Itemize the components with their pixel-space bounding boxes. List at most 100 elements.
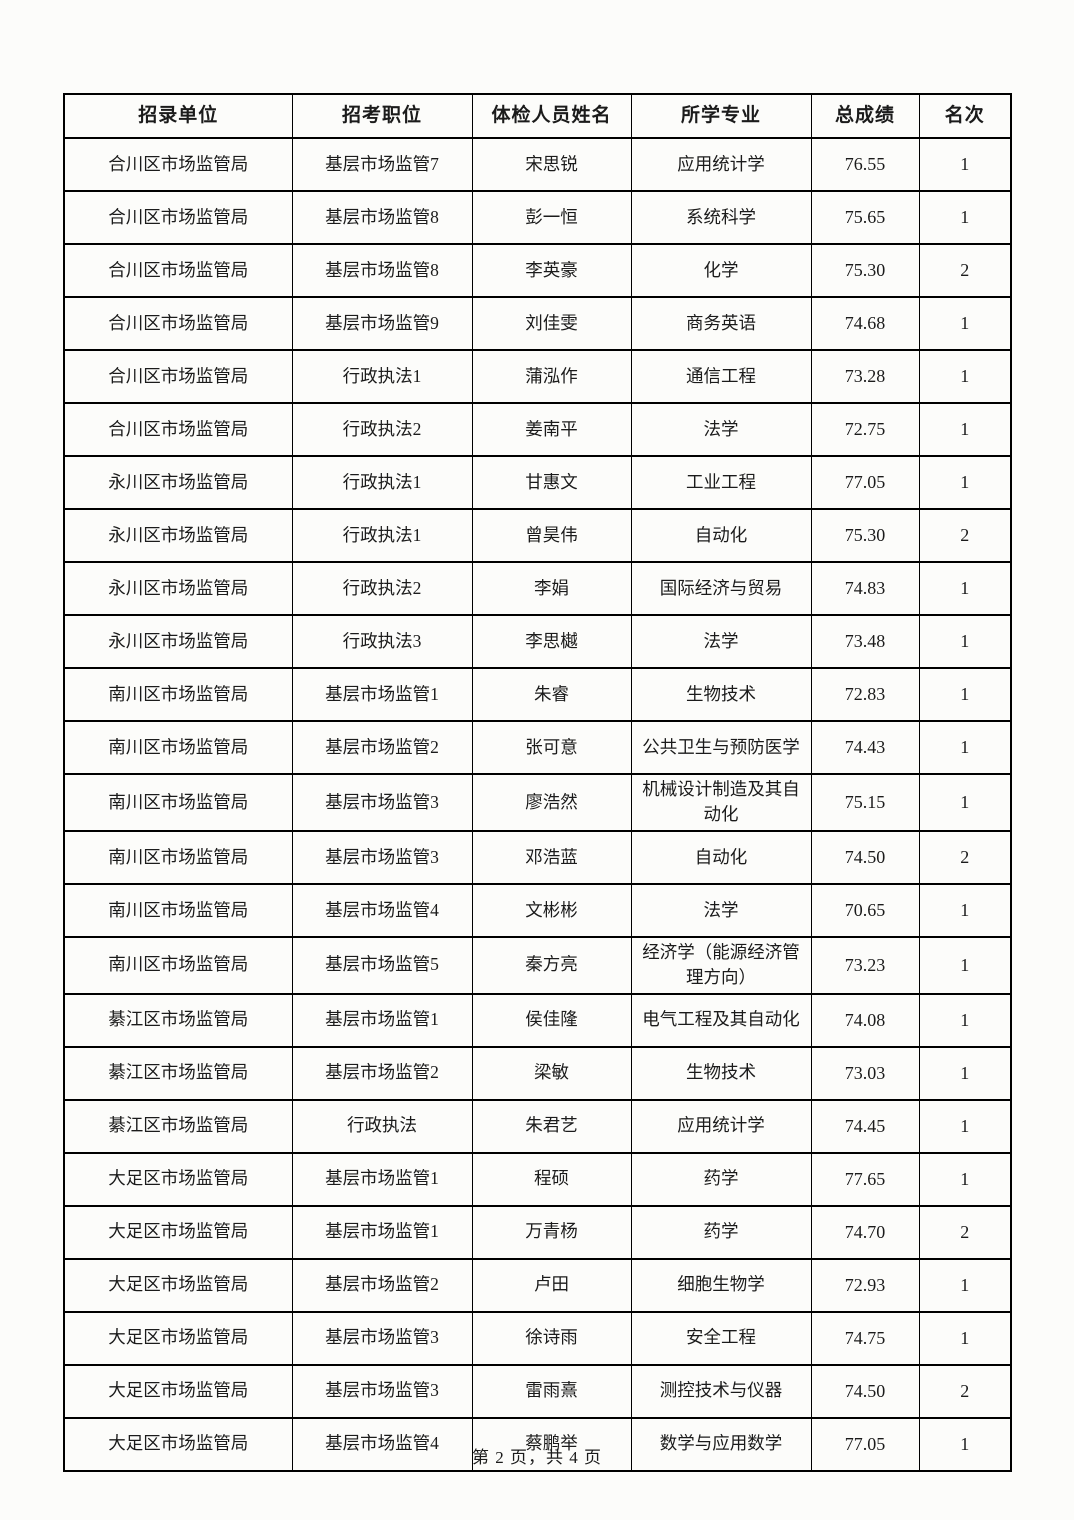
table-cell: 合川区市场监管局 <box>63 243 293 298</box>
table-cell: 77.65 <box>810 1151 920 1207</box>
table-cell: 2 <box>918 829 1012 885</box>
table-cell: 2 <box>918 243 1012 298</box>
table-cell: 生物技术 <box>630 1045 812 1101</box>
table-cell: 朱君艺 <box>471 1098 632 1154</box>
table-cell: 化学 <box>630 243 812 298</box>
table-cell: 基层市场监管8 <box>291 190 473 245</box>
table-cell: 合川区市场监管局 <box>63 137 293 192</box>
table-cell: 2 <box>918 1204 1012 1260</box>
table-cell: 大足区市场监管局 <box>63 1310 293 1366</box>
table-cell: 大足区市场监管局 <box>63 1257 293 1313</box>
table-row: 合川区市场监管局 基层市场监管9 刘佳雯 商务英语 74.68 1 <box>63 296 1012 351</box>
table-row: 大足区市场监管局 基层市场监管1 程硕 药学 77.65 1 <box>63 1151 1012 1207</box>
table-cell: 大足区市场监管局 <box>63 1151 293 1207</box>
table-cell: 基层市场监管1 <box>291 992 473 1048</box>
table-row: 南川区市场监管局 基层市场监管4 文彬彬 法学 70.65 1 <box>63 882 1012 938</box>
table-cell: 姜南平 <box>471 402 632 457</box>
table-cell: 法学 <box>630 614 812 669</box>
table-cell: 张可意 <box>471 720 632 775</box>
table-row: 大足区市场监管局 基层市场监管1 万青杨 药学 74.70 2 <box>63 1204 1012 1260</box>
table-cell: 国际经济与贸易 <box>630 561 812 616</box>
table-cell: 1 <box>918 1098 1012 1154</box>
table-cell: 基层市场监管2 <box>291 1045 473 1101</box>
table-cell: 72.75 <box>810 402 920 457</box>
table-cell: 药学 <box>630 1151 812 1207</box>
table-cell: 刘佳雯 <box>471 296 632 351</box>
table-cell: 南川区市场监管局 <box>63 667 293 722</box>
table-cell: 永川区市场监管局 <box>63 561 293 616</box>
table-cell: 程硕 <box>471 1151 632 1207</box>
table-cell: 1 <box>918 402 1012 457</box>
table-cell: 行政执法2 <box>291 561 473 616</box>
table-cell: 测控技术与仪器 <box>630 1363 812 1419</box>
table-cell: 大足区市场监管局 <box>63 1363 293 1419</box>
table-cell: 机械设计制造及其自动化 <box>630 773 812 832</box>
table-cell: 行政执法3 <box>291 614 473 669</box>
table-row: 綦江区市场监管局 基层市场监管1 侯佳隆 电气工程及其自动化 74.08 1 <box>63 992 1012 1048</box>
table-cell: 文彬彬 <box>471 882 632 938</box>
column-header: 名次 <box>918 93 1012 139</box>
table-cell: 合川区市场监管局 <box>63 402 293 457</box>
table-row: 南川区市场监管局 基层市场监管5 秦方亮 经济学（能源经济管理方向） 73.23 1 <box>63 935 1012 995</box>
table-cell: 74.68 <box>810 296 920 351</box>
table-cell: 1 <box>918 1257 1012 1313</box>
table-cell: 74.50 <box>810 1363 920 1419</box>
table-cell: 75.65 <box>810 190 920 245</box>
table-row: 南川区市场监管局 基层市场监管3 邓浩蓝 自动化 74.50 2 <box>63 829 1012 885</box>
table-cell: 1 <box>918 561 1012 616</box>
table-cell: 公共卫生与预防医学 <box>630 720 812 775</box>
column-header: 所学专业 <box>630 93 812 139</box>
table-cell: 1 <box>918 1151 1012 1207</box>
column-header: 体检人员姓名 <box>471 93 632 139</box>
table-row: 南川区市场监管局 基层市场监管1 朱睿 生物技术 72.83 1 <box>63 667 1012 722</box>
table-cell: 76.55 <box>810 137 920 192</box>
physical-exam-results-table: 招录单位 招考职位 体检人员姓名 所学专业 总成绩 名次 合川区市场监管局 基层市场监管7 宋… <box>63 93 1012 1472</box>
table-cell: 74.70 <box>810 1204 920 1260</box>
table-cell: 应用统计学 <box>630 1098 812 1154</box>
column-header: 总成绩 <box>810 93 920 139</box>
table-cell: 74.83 <box>810 561 920 616</box>
table-cell: 基层市场监管1 <box>291 1204 473 1260</box>
table-cell: 73.03 <box>810 1045 920 1101</box>
table-cell: 秦方亮 <box>471 935 632 995</box>
table-cell: 73.48 <box>810 614 920 669</box>
table-row: 綦江区市场监管局 基层市场监管2 梁敏 生物技术 73.03 1 <box>63 1045 1012 1101</box>
table-cell: 基层市场监管3 <box>291 1310 473 1366</box>
table-cell: 梁敏 <box>471 1045 632 1101</box>
table-row: 永川区市场监管局 行政执法1 甘惠文 工业工程 77.05 1 <box>63 455 1012 510</box>
table-row: 合川区市场监管局 基层市场监管8 李英豪 化学 75.30 2 <box>63 243 1012 298</box>
table-cell: 行政执法1 <box>291 349 473 404</box>
table-cell: 基层市场监管1 <box>291 1151 473 1207</box>
table-cell: 永川区市场监管局 <box>63 455 293 510</box>
table-cell: 75.30 <box>810 508 920 563</box>
table-cell: 工业工程 <box>630 455 812 510</box>
table-cell: 生物技术 <box>630 667 812 722</box>
table-cell: 蒲泓作 <box>471 349 632 404</box>
table-cell: 李英豪 <box>471 243 632 298</box>
table-cell: 安全工程 <box>630 1310 812 1366</box>
table-cell: 彭一恒 <box>471 190 632 245</box>
table-cell: 74.50 <box>810 829 920 885</box>
table-cell: 李思樾 <box>471 614 632 669</box>
table-cell: 法学 <box>630 402 812 457</box>
table-cell: 卢田 <box>471 1257 632 1313</box>
table-cell: 1 <box>918 137 1012 192</box>
table-cell: 甘惠文 <box>471 455 632 510</box>
table-cell: 73.28 <box>810 349 920 404</box>
table-cell: 永川区市场监管局 <box>63 614 293 669</box>
table-cell: 朱睿 <box>471 667 632 722</box>
table-cell: 72.93 <box>810 1257 920 1313</box>
table-cell: 1 <box>918 190 1012 245</box>
table-cell: 曾昊伟 <box>471 508 632 563</box>
table-cell: 綦江区市场监管局 <box>63 992 293 1048</box>
table-cell: 宋思锐 <box>471 137 632 192</box>
table-cell: 74.45 <box>810 1098 920 1154</box>
table-cell: 基层市场监管9 <box>291 296 473 351</box>
table-cell: 1 <box>918 614 1012 669</box>
table-cell: 数学与应用数学 <box>630 1416 812 1472</box>
table-cell: 基层市场监管5 <box>291 935 473 995</box>
table-cell: 基层市场监管8 <box>291 243 473 298</box>
table-cell: 应用统计学 <box>630 137 812 192</box>
table-cell: 李娟 <box>471 561 632 616</box>
table-cell: 行政执法 <box>291 1098 473 1154</box>
